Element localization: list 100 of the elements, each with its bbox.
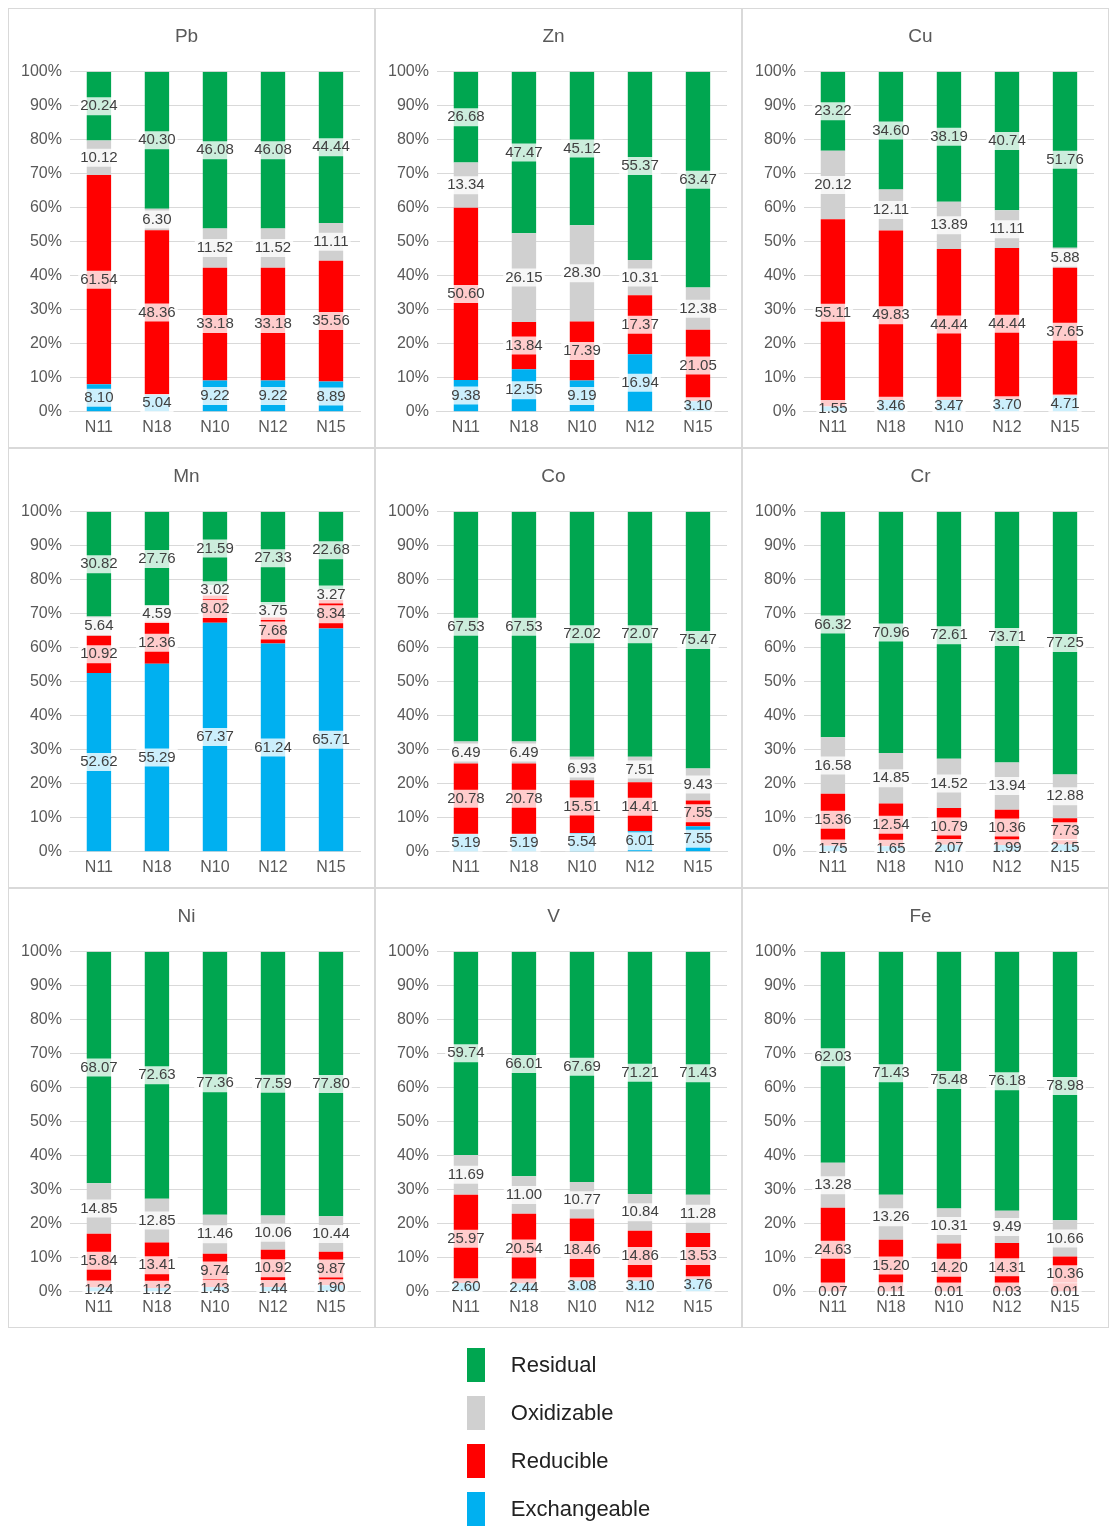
data-label: 15.84 — [80, 1250, 118, 1268]
data-label: 10.66 — [1046, 1228, 1084, 1246]
y-tick-label: 50% — [29, 672, 62, 690]
y-tick-label: 40% — [763, 266, 796, 284]
y-tick-label: 20% — [763, 774, 796, 792]
x-tick-label: N18 — [876, 417, 906, 435]
y-tick-label: 20% — [396, 334, 429, 352]
data-label: 20.54 — [505, 1238, 543, 1256]
y-tick-label: 80% — [763, 130, 796, 148]
data-label: 9.43 — [683, 774, 713, 792]
x-tick-label: N15 — [316, 417, 346, 435]
data-label: 6.93 — [567, 758, 597, 776]
data-label: 6.30 — [142, 209, 172, 227]
data-label: 68.07 — [80, 1057, 118, 1075]
x-tick-label: N10 — [200, 857, 230, 875]
data-label: 10.31 — [930, 1216, 968, 1234]
y-tick-label: 70% — [29, 164, 62, 182]
data-label: 12.55 — [505, 380, 543, 398]
x-tick-label: N11 — [451, 417, 481, 435]
data-label: 7.73 — [1050, 821, 1080, 839]
y-tick-label: 80% — [29, 1010, 62, 1028]
data-label: 9.22 — [258, 386, 288, 404]
data-label: 13.34 — [447, 175, 485, 193]
y-tick-label: 70% — [396, 1044, 429, 1062]
data-label: 3.70 — [992, 395, 1022, 413]
y-tick-label: 40% — [396, 266, 429, 284]
data-label: 8.89 — [316, 386, 346, 404]
data-label: 28.30 — [563, 263, 601, 281]
data-label: 77.80 — [312, 1074, 350, 1092]
y-tick-label: 0% — [38, 1282, 62, 1300]
y-tick-label: 30% — [29, 1180, 62, 1198]
data-label: 67.53 — [505, 616, 543, 634]
chart-title: Mn — [173, 464, 200, 486]
data-label: 3.46 — [876, 395, 906, 413]
y-tick-label: 40% — [763, 706, 796, 724]
y-tick-label: 70% — [396, 604, 429, 622]
data-label: 5.19 — [451, 832, 481, 850]
y-tick-label: 60% — [29, 198, 62, 216]
data-label: 0.01 — [1050, 1281, 1080, 1299]
data-label: 1.24 — [84, 1279, 114, 1297]
data-label: 75.47 — [679, 630, 717, 648]
data-label: 35.56 — [312, 311, 350, 329]
data-label: 13.53 — [679, 1246, 717, 1264]
x-tick-label: N18 — [142, 1297, 172, 1315]
y-tick-label: 60% — [29, 1078, 62, 1096]
y-tick-label: 20% — [29, 774, 62, 792]
chart-title: Pb — [174, 24, 199, 46]
data-label: 10.31 — [621, 267, 659, 285]
y-tick-label: 0% — [772, 402, 796, 420]
chart-title: V — [547, 904, 561, 926]
data-label: 71.43 — [872, 1063, 910, 1081]
data-label: 14.86 — [621, 1246, 659, 1264]
data-label: 2.60 — [451, 1277, 481, 1295]
data-label: 14.20 — [930, 1257, 968, 1275]
x-tick-label: N12 — [992, 417, 1022, 435]
x-tick-label: N18 — [142, 857, 172, 875]
data-label: 7.51 — [625, 759, 655, 777]
data-label: 20.78 — [505, 788, 543, 806]
y-tick-label: 70% — [763, 604, 796, 622]
data-label: 67.37 — [196, 727, 234, 745]
x-tick-label: N18 — [142, 417, 172, 435]
data-label: 9.22 — [200, 386, 230, 404]
x-tick-label: N10 — [567, 417, 597, 435]
y-tick-label: 30% — [763, 740, 796, 758]
y-tick-label: 0% — [772, 1282, 796, 1300]
x-tick-label: N18 — [509, 1297, 539, 1315]
y-tick-label: 90% — [29, 536, 62, 554]
data-label: 11.52 — [196, 238, 234, 256]
x-tick-label: N15 — [683, 417, 713, 435]
data-label: 50.60 — [447, 284, 485, 302]
data-label: 9.49 — [992, 1217, 1022, 1235]
data-label: 6.01 — [625, 831, 655, 849]
data-label: 52.62 — [80, 752, 118, 770]
data-label: 30.82 — [80, 554, 118, 572]
data-label: 14.85 — [80, 1198, 118, 1216]
data-label: 44.44 — [930, 314, 968, 332]
y-tick-label: 40% — [29, 706, 62, 724]
data-label: 1.99 — [992, 838, 1022, 856]
data-label: 49.83 — [872, 305, 910, 323]
x-tick-label: N12 — [258, 1297, 288, 1315]
data-label: 26.68 — [447, 107, 485, 125]
data-label: 33.18 — [254, 314, 292, 332]
data-label: 23.22 — [814, 101, 852, 119]
data-label: 14.52 — [930, 773, 968, 791]
y-tick-label: 80% — [763, 1010, 796, 1028]
y-tick-label: 80% — [396, 570, 429, 588]
y-tick-label: 20% — [396, 774, 429, 792]
data-label: 72.02 — [563, 624, 601, 642]
data-label: 59.74 — [447, 1043, 485, 1061]
data-label: 12.85 — [138, 1210, 176, 1228]
x-tick-label: N11 — [451, 857, 481, 875]
y-tick-label: 100% — [21, 502, 62, 520]
x-tick-label: N10 — [567, 857, 597, 875]
y-tick-label: 30% — [29, 300, 62, 318]
data-label: 77.25 — [1046, 633, 1084, 651]
data-label: 10.44 — [312, 1224, 350, 1242]
y-tick-label: 50% — [763, 1112, 796, 1130]
y-tick-label: 50% — [396, 672, 429, 690]
data-label: 10.06 — [254, 1222, 292, 1240]
y-tick-label: 20% — [763, 334, 796, 352]
